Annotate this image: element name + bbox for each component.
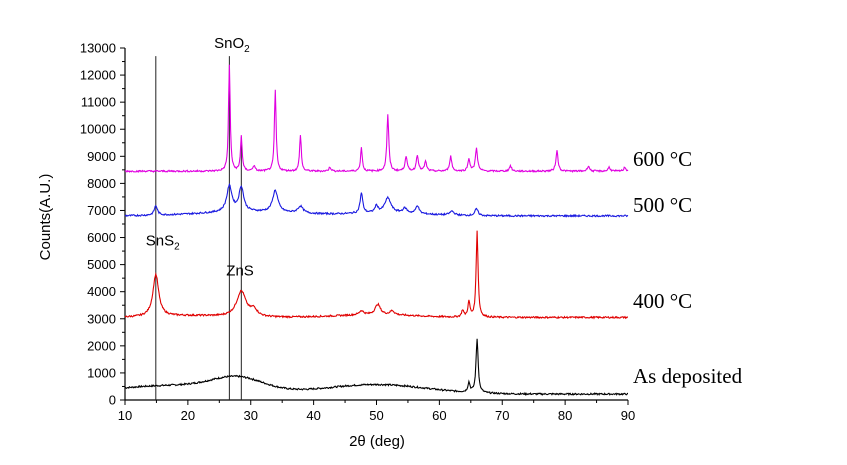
x-axis-title: 2θ (deg) [349, 433, 405, 450]
series-lines [124, 64, 629, 397]
series-line [124, 182, 629, 218]
reference-lines [155, 56, 242, 400]
y-tick-label: 11000 [81, 95, 116, 110]
ticks: 10 20 30 40 50 60 70 80 90 0 1000 2000 3000 4000 5000 6… [80, 41, 635, 424]
x-tick-label: 60 [432, 408, 446, 423]
y-tick-label: 13000 [80, 41, 116, 56]
x-tick-label: 30 [244, 408, 258, 423]
y-tick-label: 12000 [80, 68, 116, 83]
y-axis-title: Counts(A.U.) [37, 174, 54, 261]
series-labels: As deposited 400 °C 500 °C 600 °C [633, 147, 743, 388]
peak-annotation: ZnS [226, 262, 254, 279]
x-tick-label: 20 [181, 408, 195, 423]
peak-annotation: SnO2 [214, 35, 250, 55]
series-label: 400 °C [633, 289, 692, 313]
x-tick-label: 70 [495, 408, 509, 423]
y-tick-label: 6000 [87, 230, 116, 245]
y-tick-label: 10000 [80, 122, 116, 137]
series-line [124, 230, 628, 320]
series-label: As deposited [633, 364, 743, 388]
series-line [124, 338, 628, 397]
peak-annotations: SnO2 SnS2 ZnS [146, 35, 254, 279]
y-tick-label: 7000 [87, 203, 116, 218]
peak-annotation: SnS2 [146, 233, 180, 253]
series-line [124, 64, 629, 173]
x-tick-label: 50 [369, 408, 383, 423]
y-tick-label: 5000 [87, 257, 116, 272]
y-tick-label: 4000 [87, 284, 116, 299]
x-tick-label: 80 [558, 408, 572, 423]
x-tick-label: 10 [118, 408, 132, 423]
x-tick-label: 40 [306, 408, 320, 423]
y-tick-label: 3000 [87, 311, 116, 326]
y-tick-label: 2000 [87, 338, 116, 353]
axes [124, 48, 628, 401]
x-tick-label: 90 [621, 408, 635, 423]
y-tick-label: 1000 [87, 365, 116, 380]
series-label: 500 °C [633, 193, 692, 217]
y-tick-label: 8000 [87, 176, 116, 191]
y-tick-label: 9000 [87, 149, 116, 164]
series-label: 600 °C [633, 147, 692, 171]
y-tick-label: 0 [109, 393, 116, 408]
